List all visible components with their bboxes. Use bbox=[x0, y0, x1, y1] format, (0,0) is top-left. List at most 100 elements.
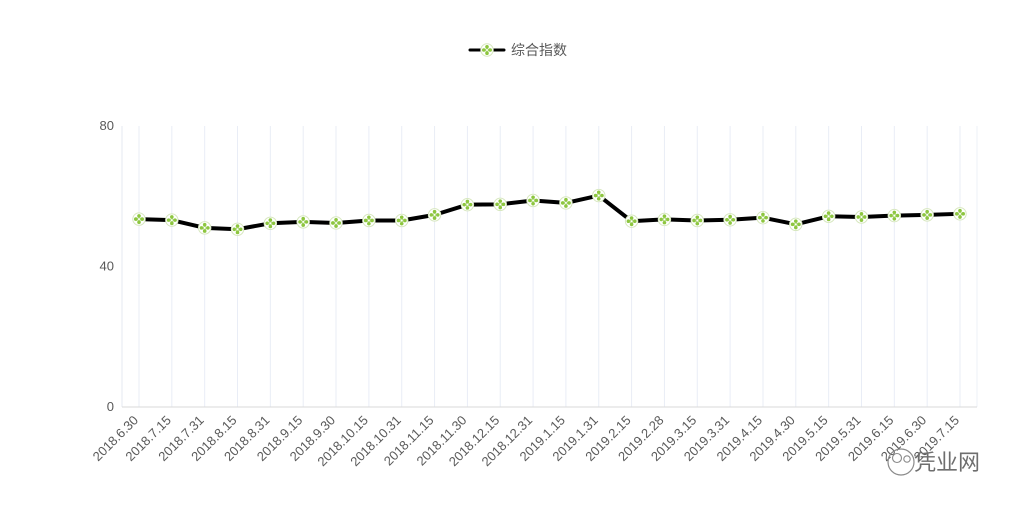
data-point-marker-petal-4 bbox=[396, 218, 401, 223]
data-point-marker-petal-1 bbox=[334, 217, 338, 222]
data-point-marker-petal-4 bbox=[626, 219, 631, 223]
data-point-marker-petal-2 bbox=[435, 213, 440, 217]
data-point-marker-petal-4 bbox=[659, 217, 664, 222]
data-point-marker-petal-1 bbox=[399, 215, 404, 220]
data-point-marker-petal-2 bbox=[403, 218, 407, 223]
data-point-marker-petal-2 bbox=[961, 212, 965, 216]
data-point-marker-petal-4 bbox=[790, 222, 795, 227]
watermark: 凭业网 bbox=[887, 448, 980, 476]
data-point-marker-petal-1 bbox=[531, 195, 535, 200]
data-point-marker bbox=[197, 221, 212, 235]
data-point-marker-petal-4 bbox=[298, 220, 302, 224]
y-tick-label: 0 bbox=[107, 399, 114, 414]
data-point-marker-petal-3 bbox=[367, 221, 371, 226]
data-point-marker-petal-3 bbox=[925, 216, 929, 220]
data-point-marker bbox=[460, 197, 475, 212]
data-point-marker-petal-1 bbox=[629, 216, 634, 220]
data-point-marker bbox=[395, 213, 409, 228]
axes bbox=[121, 126, 978, 408]
legend-marker-icon-petal-3 bbox=[485, 51, 489, 55]
data-point-marker-petal-3 bbox=[826, 217, 831, 222]
data-point-marker-petal-2 bbox=[567, 201, 571, 205]
data-point-marker-petal-3 bbox=[465, 206, 470, 210]
data-point-marker-petal-3 bbox=[596, 196, 601, 201]
data-point-marker bbox=[920, 208, 934, 222]
data-point-marker bbox=[362, 213, 376, 228]
data-point-marker-petal-4 bbox=[823, 214, 828, 219]
data-point-marker-petal-3 bbox=[301, 223, 306, 227]
data-point-marker-petal-4 bbox=[363, 218, 368, 223]
y-tick-label: 80 bbox=[100, 118, 114, 133]
data-point-marker-petal-1 bbox=[268, 218, 273, 222]
data-point-marker-petal-1 bbox=[596, 190, 601, 195]
data-point-marker-petal-4 bbox=[166, 218, 171, 222]
data-point-marker-petal-3 bbox=[695, 221, 700, 226]
data-point-marker bbox=[953, 207, 967, 221]
data-point-marker bbox=[559, 196, 573, 210]
data-point-marker-petal-3 bbox=[268, 224, 273, 229]
data-point-marker-petal-1 bbox=[235, 224, 240, 228]
data-point-marker-petal-4 bbox=[955, 212, 959, 216]
data-point-marker-petal-2 bbox=[830, 214, 834, 219]
data-point-marker bbox=[854, 210, 869, 224]
data-point-marker-petal-3 bbox=[235, 230, 240, 235]
data-point-marker-petal-2 bbox=[238, 227, 243, 232]
data-point-marker-petal-2 bbox=[140, 217, 144, 221]
data-point-marker-petal-1 bbox=[794, 219, 798, 223]
vertical-grid bbox=[138, 126, 961, 407]
data-point-marker-petal-2 bbox=[600, 193, 604, 198]
series-line bbox=[137, 193, 962, 232]
data-point-marker-petal-3 bbox=[137, 220, 141, 225]
data-point-marker-petal-2 bbox=[665, 217, 670, 222]
data-point-marker-petal-3 bbox=[531, 201, 535, 206]
data-point-marker bbox=[132, 212, 146, 226]
data-point-marker bbox=[821, 209, 836, 223]
data-point-marker-petal-3 bbox=[728, 221, 732, 225]
tick-labels: 040802018.6.302018.7.152018.7.312018.8.1… bbox=[90, 118, 963, 469]
series-group bbox=[132, 188, 967, 236]
data-point-marker bbox=[624, 214, 639, 228]
data-point-marker-petal-2 bbox=[173, 218, 177, 222]
data-point-marker-petal-2 bbox=[698, 218, 703, 223]
data-point-marker-petal-3 bbox=[892, 216, 897, 221]
data-point-marker-petal-4 bbox=[495, 202, 499, 207]
data-point-marker-petal-2 bbox=[468, 202, 473, 207]
data-point-marker-petal-4 bbox=[725, 217, 729, 222]
watermark-text: 凭业网 bbox=[914, 451, 980, 476]
data-point-marker-petal-3 bbox=[334, 224, 338, 228]
data-point-marker-petal-3 bbox=[202, 229, 207, 233]
data-point-marker-petal-3 bbox=[662, 220, 667, 225]
legend-marker-icon-petal-1 bbox=[485, 45, 489, 49]
data-point-marker-petal-4 bbox=[265, 221, 269, 226]
legend-marker-icon bbox=[480, 43, 494, 57]
data-point-marker bbox=[657, 212, 672, 227]
data-point-marker-petal-2 bbox=[337, 221, 342, 225]
data-point-marker-petal-3 bbox=[399, 221, 404, 226]
data-point-marker bbox=[427, 208, 442, 222]
data-point-marker bbox=[329, 216, 343, 230]
data-point-marker-petal-2 bbox=[501, 202, 506, 207]
data-point-marker-petal-1 bbox=[958, 208, 962, 213]
data-point-marker-petal-2 bbox=[764, 215, 768, 220]
legend-label: 综合指数 bbox=[511, 43, 567, 59]
data-point-marker bbox=[592, 188, 606, 203]
data-point-marker-petal-3 bbox=[432, 216, 437, 220]
data-point-marker-petal-1 bbox=[301, 216, 306, 221]
data-point-marker bbox=[887, 208, 902, 223]
data-point-marker-petal-1 bbox=[498, 199, 503, 203]
y-tick-label: 40 bbox=[100, 259, 114, 274]
data-point-marker-petal-3 bbox=[498, 205, 503, 210]
data-point-marker-petal-1 bbox=[564, 197, 568, 202]
data-point-marker bbox=[690, 213, 704, 228]
data-point-marker-petal-4 bbox=[922, 213, 926, 217]
data-point-marker-petal-3 bbox=[564, 204, 568, 208]
data-point-marker-petal-3 bbox=[761, 219, 765, 223]
data-point-marker-petal-3 bbox=[170, 221, 174, 226]
data-point-marker-petal-4 bbox=[560, 201, 565, 205]
data-point-marker-petal-2 bbox=[304, 220, 309, 224]
data-point-marker-petal-1 bbox=[892, 210, 897, 215]
data-point-marker bbox=[263, 216, 278, 230]
data-point-marker bbox=[723, 213, 737, 227]
data-point-marker-petal-1 bbox=[728, 214, 732, 219]
